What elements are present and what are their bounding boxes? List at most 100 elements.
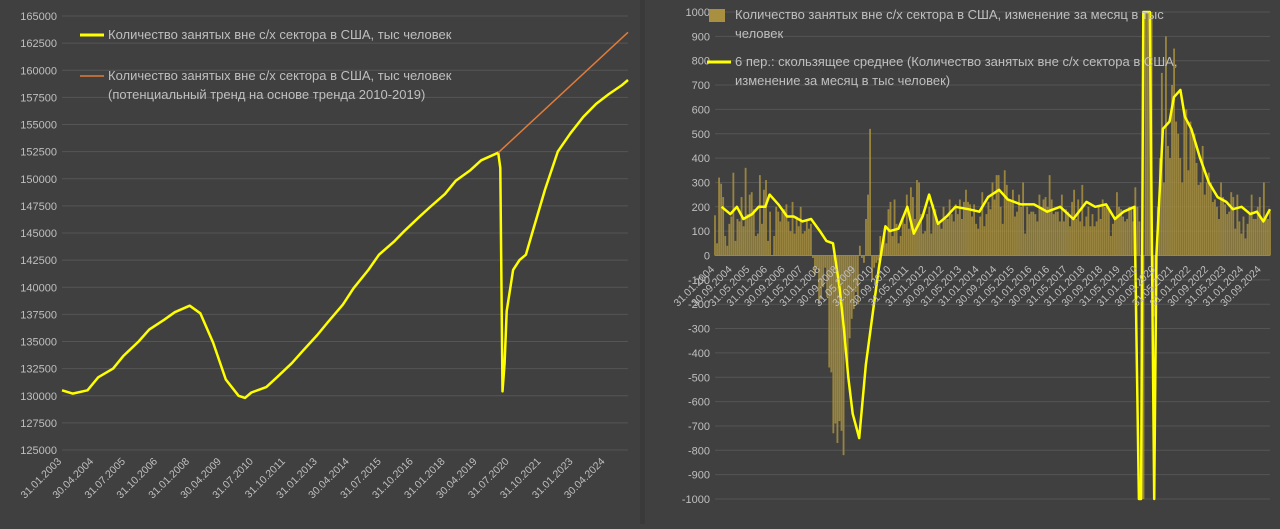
data-bar <box>1016 211 1018 256</box>
monthly-change-chart: -1000 -900 -800 -700 -600 -500 -400 -300 -200 -10… <box>645 0 1280 524</box>
data-bar <box>1101 199 1104 256</box>
data-bar <box>875 255 878 263</box>
data-bar <box>1240 233 1243 256</box>
data-bar <box>897 243 900 256</box>
data-bar <box>803 231 806 256</box>
data-bar <box>714 215 716 256</box>
data-bar <box>816 255 818 268</box>
data-bar <box>842 255 845 456</box>
data-bar <box>1036 221 1039 256</box>
data-bar <box>860 255 863 258</box>
data-bar <box>771 255 774 256</box>
data-bar <box>820 255 823 300</box>
y-tick-label: -400 <box>688 348 710 360</box>
employment-level-chart: 125000 127500 130000 132500 135000 137500 1400… <box>0 0 640 524</box>
data-bar <box>1026 206 1029 256</box>
data-bar <box>995 175 998 256</box>
data-bar <box>850 255 853 319</box>
data-bar <box>1126 218 1129 256</box>
data-bar <box>1124 221 1127 256</box>
data-bar <box>1203 194 1206 256</box>
data-bar <box>1001 223 1004 256</box>
data-bar <box>1018 194 1020 256</box>
data-bar <box>1122 216 1125 256</box>
data-bar <box>942 206 945 256</box>
data-bar <box>940 228 943 256</box>
data-bar <box>960 218 963 256</box>
data-bar <box>818 255 820 305</box>
legend-label: Количество занятых вне с/х сектора в США… <box>108 27 452 42</box>
data-bar <box>785 204 788 256</box>
monthly-change-svg: -1000-900-800-700-600-500-400-300-200-10… <box>671 7 1272 506</box>
data-bar <box>1132 221 1135 256</box>
data-bar <box>969 204 971 256</box>
y-tick-label: 130000 <box>20 391 57 403</box>
data-bar <box>1069 226 1071 256</box>
data-bar <box>905 194 908 256</box>
y-tick-label: -700 <box>688 421 710 433</box>
data-bar <box>734 240 737 256</box>
data-bar <box>1209 182 1212 256</box>
data-bar <box>777 211 780 256</box>
y-tick-label: 100 <box>692 226 710 238</box>
data-bar <box>973 204 976 256</box>
data-bar <box>895 223 898 256</box>
data-bar <box>1138 221 1141 256</box>
data-bar <box>1152 255 1155 317</box>
data-bar <box>944 218 947 256</box>
data-bar <box>1040 206 1043 256</box>
data-bar <box>830 255 833 373</box>
legend-label-line2: (потенциальный тренд на основе тренда 20… <box>108 87 425 102</box>
data-bar <box>1191 133 1194 256</box>
data-bar <box>844 255 847 341</box>
data-bar <box>812 255 814 258</box>
data-bar <box>1207 172 1210 256</box>
data-bar <box>975 223 978 256</box>
data-bar <box>728 223 731 256</box>
data-bar <box>991 182 994 256</box>
data-bar <box>724 236 727 256</box>
data-bar <box>918 182 920 256</box>
data-bar <box>730 216 733 256</box>
data-bar <box>765 180 767 256</box>
data-bar <box>1003 170 1006 256</box>
data-bar <box>783 209 786 256</box>
y-tick-label: -1000 <box>682 494 710 506</box>
data-bar <box>1109 236 1112 256</box>
data-bar <box>952 221 955 256</box>
data-bar <box>1244 238 1247 256</box>
data-bar <box>1216 206 1218 256</box>
y-tick-label: 157500 <box>20 92 57 104</box>
data-bar <box>1256 206 1259 256</box>
y-tick-label: 135000 <box>20 337 57 349</box>
y-tick-label: 132500 <box>20 364 57 376</box>
data-bar <box>1228 211 1231 256</box>
y-tick-label: 300 <box>692 177 710 189</box>
data-bar <box>1165 36 1167 256</box>
data-bar <box>930 233 933 256</box>
data-bar <box>1238 221 1241 256</box>
data-bar <box>1187 170 1190 256</box>
data-bar <box>795 216 798 256</box>
data-bar <box>1246 223 1249 256</box>
data-bar <box>718 177 720 256</box>
data-bar <box>907 228 910 256</box>
series-line <box>720 10 1272 501</box>
data-bar <box>1205 182 1208 256</box>
data-bar <box>928 206 931 256</box>
data-bar <box>779 221 782 256</box>
data-bar <box>1063 221 1065 256</box>
data-bar <box>738 221 741 256</box>
data-bar <box>873 255 876 268</box>
data-bar <box>1009 201 1012 256</box>
data-bar <box>746 214 749 256</box>
data-bar <box>1032 211 1035 256</box>
data-bar <box>742 226 745 256</box>
data-bar <box>885 243 888 256</box>
data-bar <box>954 204 957 256</box>
data-bar <box>956 214 959 256</box>
data-bar <box>981 192 984 256</box>
data-bar <box>926 214 929 256</box>
data-bar <box>826 255 829 297</box>
